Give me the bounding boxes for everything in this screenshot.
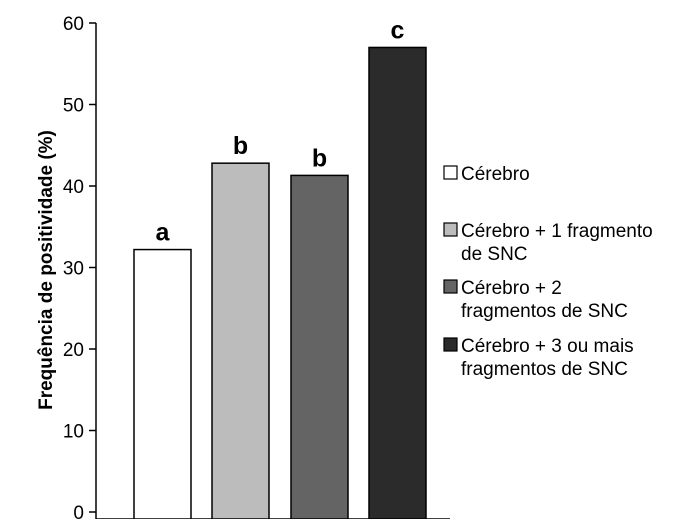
bar bbox=[290, 174, 349, 519]
y-tick-label: 0 bbox=[73, 503, 84, 519]
legend-label: fragmentos de SNC bbox=[461, 359, 628, 380]
legend-label: Cérebro + 3 ou mais bbox=[461, 336, 634, 357]
bar-data-label: a bbox=[156, 219, 171, 247]
y-tick-label: 50 bbox=[63, 96, 84, 117]
bar bbox=[368, 46, 427, 519]
y-tick-label: 10 bbox=[63, 422, 84, 443]
legend-label: Cérebro + 2 bbox=[461, 278, 562, 299]
legend-swatch bbox=[443, 279, 458, 294]
y-axis-label: Frequência de positividade (%) bbox=[36, 130, 57, 410]
legend-label: fragmentos de SNC bbox=[461, 301, 628, 322]
y-tick-label: 20 bbox=[63, 340, 84, 361]
y-tick-label: 60 bbox=[63, 14, 84, 35]
legend-label: de SNC bbox=[461, 244, 528, 265]
bars: a b b c bbox=[133, 16, 427, 519]
bar-data-label: b bbox=[233, 132, 248, 160]
bar-data-label: b bbox=[312, 144, 327, 172]
legend-label: Cérebro bbox=[461, 164, 530, 185]
y-tick-label: 40 bbox=[63, 177, 84, 198]
axes: 0 10 20 30 40 50 60 bbox=[63, 14, 450, 519]
bar bbox=[211, 162, 270, 519]
legend-label: Cérebro + 1 fragmento bbox=[461, 221, 653, 242]
legend-swatch bbox=[443, 165, 458, 180]
bar-data-label: c bbox=[391, 16, 405, 44]
legend-swatch bbox=[443, 337, 458, 352]
legend-swatch bbox=[443, 222, 458, 237]
y-tick-label: 30 bbox=[63, 259, 84, 280]
bar bbox=[133, 248, 192, 519]
